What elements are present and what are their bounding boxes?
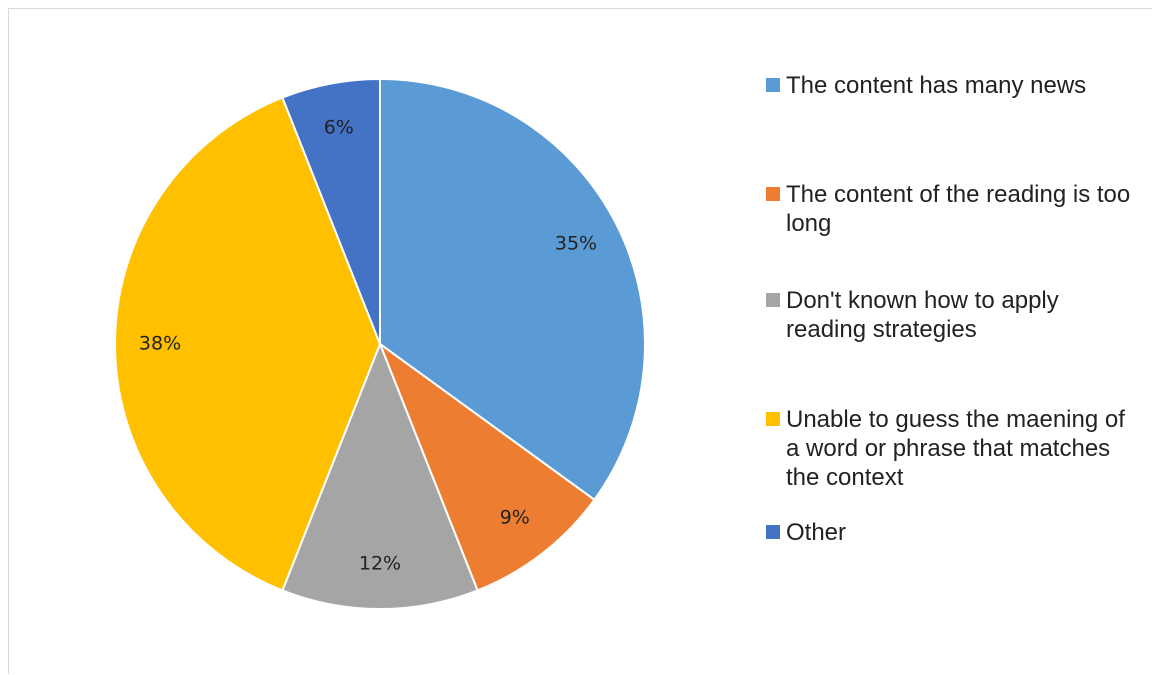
- pie-slice-1: [379, 77, 646, 502]
- legend-label-4: Unable to guess the maening of a word or…: [786, 406, 1125, 491]
- legend-label-5: Other: [786, 519, 847, 546]
- legend-label-1: The content has many news: [786, 72, 1087, 99]
- pie-slice-5: [281, 77, 381, 345]
- slice-data-label-5: 6%: [324, 116, 354, 138]
- slice-data-label-2: 9%: [500, 506, 530, 528]
- pie-slice-2: [377, 341, 596, 592]
- legend-label-2: The content of the reading is too long: [786, 181, 1131, 237]
- slice-data-label-1: 35%: [555, 233, 597, 255]
- legend-swatch-5: [766, 525, 780, 539]
- chart-legend: The content has many news The content of …: [766, 0, 1146, 675]
- legend-swatch-2: [766, 187, 780, 201]
- legend-swatch-4: [766, 412, 780, 426]
- pie-slice-3: [281, 341, 479, 610]
- pie-slice-4: [114, 96, 382, 592]
- legend-swatch-3: [766, 293, 780, 307]
- legend-label-3: Don't known how to apply reading strateg…: [786, 287, 1059, 343]
- slice-data-label-3: 12%: [359, 552, 401, 574]
- legend-swatch-1: [766, 78, 780, 92]
- slice-data-label-4: 38%: [139, 333, 181, 355]
